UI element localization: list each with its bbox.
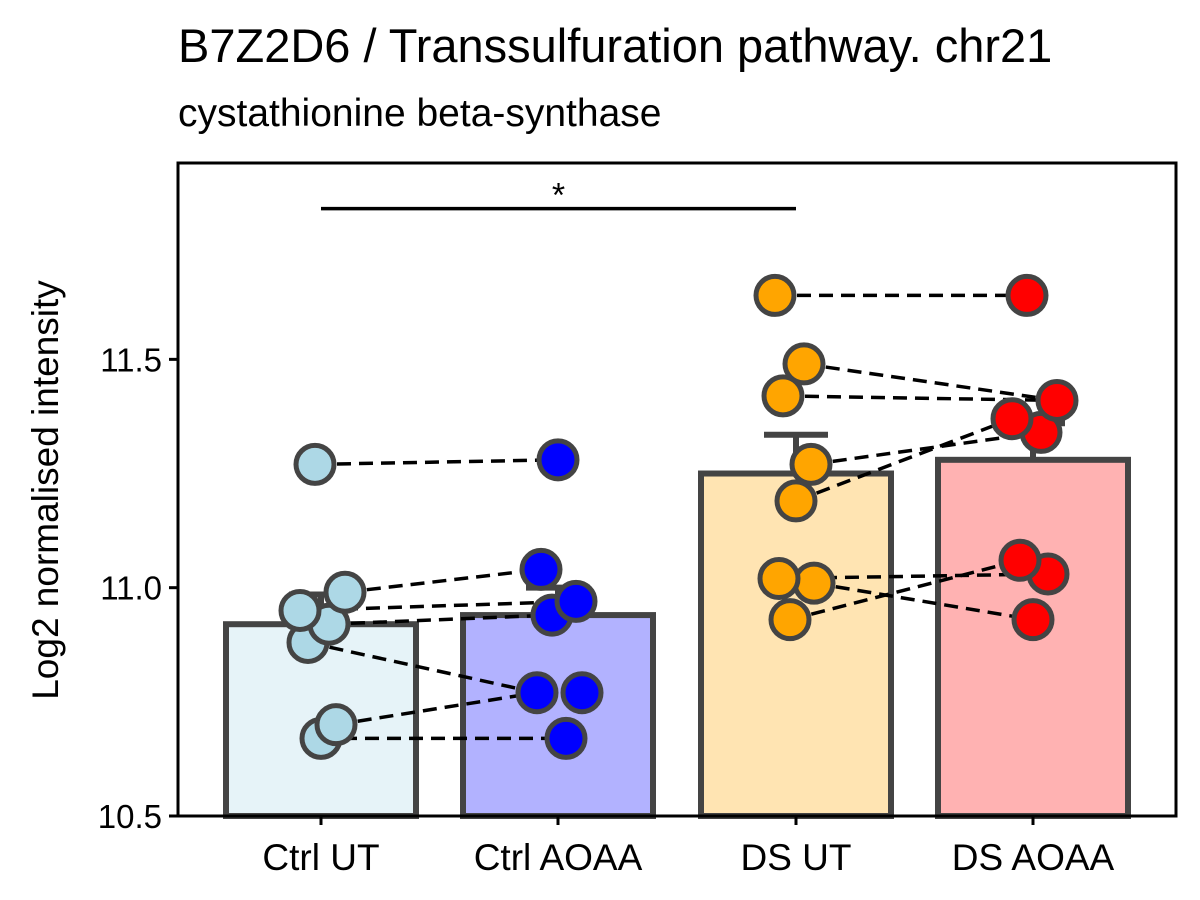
data-point-3-0 [1011,598,1055,642]
data-point-1-4 [554,579,598,623]
data-point-1-0 [544,716,588,760]
x-tick-label-0: Ctrl UT [262,837,379,878]
data-point-0-5 [323,570,367,614]
chart-subtitle: cystathionine beta-synthase [178,92,662,135]
data-point-2-5 [761,374,805,418]
x-tick-label-1: Ctrl AOAA [474,837,643,878]
data-point-2-7 [753,273,797,317]
data-point-3-6 [1005,273,1049,317]
data-point-2-3 [774,479,818,523]
data-point-3-2 [998,538,1042,582]
significance-label-0: * [552,177,565,215]
data-point-0-4 [278,589,322,633]
y-tick-label-2: 11.5 [100,341,162,378]
data-point-1-6 [536,438,580,482]
plot-panel-border [176,161,1178,818]
data-point-2-1 [792,561,836,605]
data-point-2-6 [782,342,826,386]
data-point-2-2 [757,557,801,601]
y-tick-label-1: 11.0 [100,570,162,607]
pair-line-11 [810,430,1042,467]
pair-line-6 [314,458,559,467]
data-point-1-1 [515,671,559,715]
pair-line-10 [795,417,1013,503]
data-point-3-5 [1035,378,1079,422]
data-point-1-2 [560,671,604,715]
data-point-1-5 [519,547,563,591]
bar-2 [698,470,894,819]
x-tick-label-3: DS AOAA [952,837,1115,878]
x-tick-label-2: DS UT [741,837,852,878]
pair-line-3 [328,613,553,626]
chart-title: B7Z2D6 / Transsulfuration pathway. chr21 [178,19,1053,72]
data-point-0-1 [314,703,358,747]
y-tick-label-0: 10.5 [98,798,162,835]
pair-line-2 [307,640,538,695]
pair-line-1 [335,690,538,727]
bar-1 [460,612,656,819]
pair-line-5 [344,567,542,594]
data-point-3-4 [990,397,1034,441]
data-point-0-6 [293,442,337,486]
pair-line-7 [789,558,1021,622]
pair-line-13 [803,362,1058,403]
pair-line-8 [813,581,1034,622]
data-point-2-4 [789,442,833,486]
data-point-2-0 [768,598,812,642]
